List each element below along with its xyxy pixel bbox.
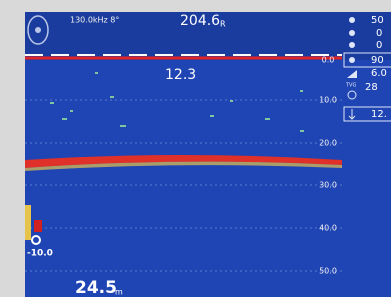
range-label: 50.0 [319, 267, 337, 276]
depth-top-unit: R [220, 20, 226, 29]
status-value: 6.0 [371, 68, 387, 79]
status-value: 0 [376, 40, 382, 51]
page: {"header": {"frequency": "130.0kHz 8°", … [0, 0, 391, 297]
transducer-icon-dot [35, 27, 41, 33]
gain-marker [34, 220, 42, 232]
status-icon [349, 57, 355, 63]
echo [62, 118, 67, 120]
range-label: 0.0 [322, 56, 335, 65]
range-label: 30.0 [319, 181, 337, 190]
range-label: 20.0 [319, 139, 337, 148]
status-icon [349, 17, 355, 23]
echo [50, 102, 54, 104]
echo [300, 130, 304, 132]
color-bar [25, 205, 31, 240]
depth-top: 204.6 [180, 13, 220, 29]
bottom-depth: 24.5 [75, 278, 117, 297]
echo [110, 96, 114, 98]
echo [230, 100, 233, 102]
status-icon [349, 42, 355, 48]
tvg-icon: TVG [345, 83, 356, 89]
echo [95, 72, 98, 74]
status-value: 28 [365, 82, 378, 93]
echo [300, 90, 303, 92]
center-readout: 12.3 [165, 67, 196, 83]
range-label: 40.0 [319, 224, 337, 233]
offset-label: -10.0 [27, 249, 53, 259]
range-label: 10.0 [319, 96, 337, 105]
echo [120, 125, 126, 127]
bottom-depth-unit: m [115, 288, 123, 297]
status-value: 50 [371, 15, 384, 26]
echo [265, 118, 270, 120]
echo [70, 110, 73, 112]
status-value: 0 [376, 28, 382, 39]
status-value: 12. [371, 109, 387, 120]
sonar-screen: 130.0kHz 8° 204.6 R 0.0 10.0 20.0 30.0 4… [0, 0, 391, 297]
frequency-label: 130.0kHz 8° [70, 16, 119, 25]
echo [210, 115, 214, 117]
status-value: 90 [371, 55, 384, 66]
status-icon [349, 30, 355, 36]
